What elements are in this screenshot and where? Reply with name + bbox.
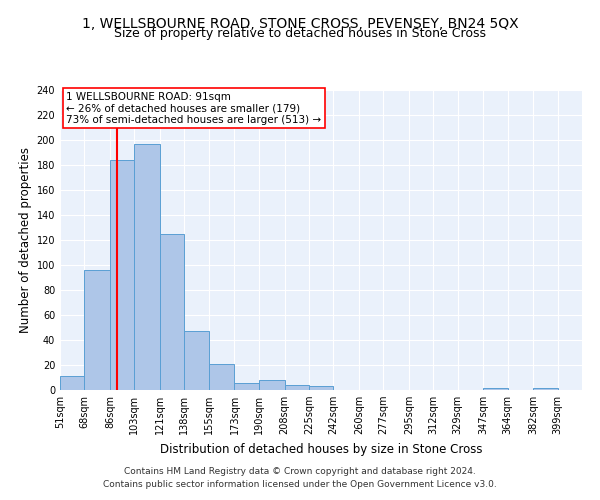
Bar: [259, 380, 284, 390]
Bar: [209, 364, 235, 390]
Bar: [110, 160, 134, 390]
Bar: [235, 382, 259, 390]
Text: Size of property relative to detached houses in Stone Cross: Size of property relative to detached ho…: [114, 28, 486, 40]
Bar: [309, 386, 333, 390]
Bar: [85, 270, 110, 390]
Text: Contains HM Land Registry data © Crown copyright and database right 2024.: Contains HM Land Registry data © Crown c…: [124, 467, 476, 476]
Text: Contains public sector information licensed under the Open Government Licence v3: Contains public sector information licen…: [103, 480, 497, 489]
Bar: [160, 234, 184, 390]
Bar: [533, 388, 557, 390]
Bar: [134, 144, 160, 390]
X-axis label: Distribution of detached houses by size in Stone Cross: Distribution of detached houses by size …: [160, 442, 482, 456]
Text: 1 WELLSBOURNE ROAD: 91sqm
← 26% of detached houses are smaller (179)
73% of semi: 1 WELLSBOURNE ROAD: 91sqm ← 26% of detac…: [66, 92, 322, 124]
Bar: [284, 385, 309, 390]
Y-axis label: Number of detached properties: Number of detached properties: [19, 147, 32, 333]
Bar: [60, 376, 85, 390]
Bar: [184, 331, 209, 390]
Text: 1, WELLSBOURNE ROAD, STONE CROSS, PEVENSEY, BN24 5QX: 1, WELLSBOURNE ROAD, STONE CROSS, PEVENS…: [82, 18, 518, 32]
Bar: [484, 388, 508, 390]
